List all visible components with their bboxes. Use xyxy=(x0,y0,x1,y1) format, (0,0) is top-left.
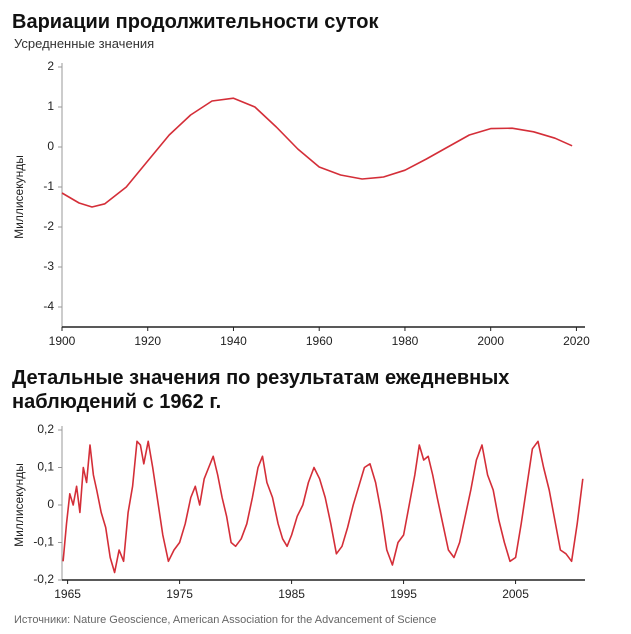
x-tick-label: 1975 xyxy=(166,587,193,601)
data-line xyxy=(61,97,573,208)
y-tick-label: 0 xyxy=(47,139,54,153)
x-tick-label: 1980 xyxy=(392,334,419,348)
x-tick-label: 1940 xyxy=(220,334,247,348)
y-tick-label: -2 xyxy=(43,219,54,233)
y-axis-label: Миллисекунды xyxy=(12,463,26,547)
x-tick-label: 2020 xyxy=(563,334,590,348)
source-note: Источники: Nature Geoscience, American A… xyxy=(14,614,437,626)
y-tick-label: 2 xyxy=(47,59,54,73)
x-tick-label: 1965 xyxy=(54,587,81,601)
y-tick-label: -4 xyxy=(43,299,54,313)
x-tick-label: 2000 xyxy=(477,334,504,348)
x-tick-label: 1985 xyxy=(278,587,305,601)
y-tick-label: 0,2 xyxy=(37,422,54,436)
y-tick-label: 1 xyxy=(47,99,54,113)
x-tick-label: 1995 xyxy=(390,587,417,601)
y-tick-label: -0,2 xyxy=(33,572,54,586)
chart-title: Детальные значения по результатам ежедне… xyxy=(12,367,510,413)
y-tick-label: 0 xyxy=(47,497,54,511)
x-tick-label: 1960 xyxy=(306,334,333,348)
x-tick-label: 1900 xyxy=(49,334,76,348)
chart-title: Вариации продолжительности суток xyxy=(12,11,379,33)
y-tick-label: -3 xyxy=(43,259,54,273)
chart-subtitle: Усредненные значения xyxy=(14,36,155,51)
y-tick-label: 0,1 xyxy=(37,460,54,474)
x-tick-label: 1920 xyxy=(134,334,161,348)
x-tick-label: 2005 xyxy=(502,587,529,601)
y-axis-label: Миллисекунды xyxy=(12,155,26,239)
data-line xyxy=(62,440,584,574)
y-tick-label: -1 xyxy=(43,179,54,193)
y-tick-label: -0,1 xyxy=(33,535,54,549)
